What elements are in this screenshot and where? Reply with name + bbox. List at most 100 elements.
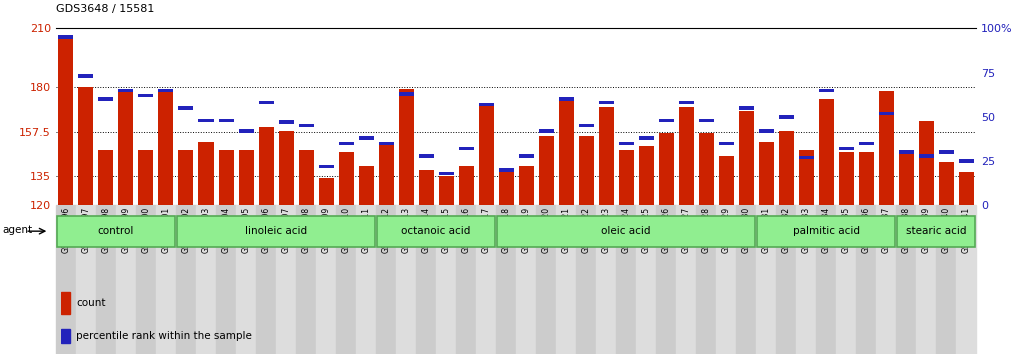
- Bar: [899, 150, 914, 154]
- Bar: [61, 292, 70, 314]
- FancyBboxPatch shape: [57, 216, 175, 247]
- Bar: [817, 205, 836, 354]
- Bar: [856, 205, 877, 354]
- Bar: [937, 205, 956, 354]
- Bar: [339, 142, 354, 145]
- Bar: [196, 205, 216, 354]
- Bar: [779, 131, 793, 205]
- Bar: [99, 150, 114, 205]
- FancyBboxPatch shape: [497, 216, 756, 247]
- Bar: [316, 205, 336, 354]
- Bar: [258, 127, 274, 205]
- Bar: [438, 176, 454, 205]
- Bar: [198, 119, 214, 122]
- Bar: [896, 205, 916, 354]
- Bar: [419, 170, 433, 205]
- Bar: [637, 205, 656, 354]
- Bar: [798, 156, 814, 159]
- Bar: [757, 205, 776, 354]
- Bar: [616, 205, 637, 354]
- Bar: [516, 205, 536, 354]
- Bar: [336, 205, 356, 354]
- Bar: [419, 154, 433, 158]
- Bar: [618, 150, 634, 205]
- Bar: [599, 107, 613, 205]
- Bar: [879, 112, 894, 115]
- Bar: [438, 172, 454, 175]
- Bar: [176, 205, 196, 354]
- Bar: [577, 205, 596, 354]
- Bar: [239, 150, 253, 205]
- Bar: [536, 205, 556, 354]
- Bar: [378, 142, 394, 205]
- Bar: [76, 205, 96, 354]
- Bar: [918, 121, 934, 205]
- Bar: [156, 205, 176, 354]
- Bar: [759, 142, 774, 205]
- Bar: [716, 205, 736, 354]
- Bar: [678, 107, 694, 205]
- Bar: [519, 154, 534, 158]
- Bar: [879, 91, 894, 205]
- Bar: [678, 101, 694, 104]
- Bar: [798, 150, 814, 205]
- Bar: [376, 205, 396, 354]
- Bar: [659, 119, 673, 122]
- Bar: [378, 142, 394, 145]
- Bar: [159, 91, 174, 205]
- Bar: [459, 147, 474, 150]
- Bar: [356, 205, 376, 354]
- Bar: [258, 101, 274, 104]
- Bar: [819, 88, 834, 92]
- Bar: [339, 152, 354, 205]
- Bar: [56, 205, 76, 354]
- Bar: [759, 129, 774, 133]
- FancyBboxPatch shape: [177, 216, 375, 247]
- Bar: [699, 119, 714, 122]
- Text: linoleic acid: linoleic acid: [245, 226, 307, 236]
- Bar: [236, 205, 256, 354]
- Bar: [359, 166, 373, 205]
- Bar: [699, 132, 714, 205]
- Bar: [639, 136, 654, 140]
- Bar: [436, 205, 456, 354]
- Bar: [918, 154, 934, 158]
- Bar: [639, 146, 654, 205]
- Bar: [959, 172, 974, 205]
- Bar: [738, 111, 754, 205]
- Bar: [299, 150, 313, 205]
- Text: palmitic acid: palmitic acid: [793, 226, 859, 236]
- Bar: [496, 205, 517, 354]
- Text: GDS3648 / 15581: GDS3648 / 15581: [56, 4, 155, 14]
- Text: stearic acid: stearic acid: [906, 226, 966, 236]
- Bar: [916, 205, 937, 354]
- Bar: [736, 205, 757, 354]
- Bar: [776, 205, 796, 354]
- Bar: [498, 168, 514, 172]
- Bar: [396, 205, 416, 354]
- Bar: [959, 159, 974, 163]
- Bar: [656, 205, 676, 354]
- Bar: [118, 88, 133, 92]
- Bar: [78, 74, 94, 78]
- Bar: [256, 205, 276, 354]
- Bar: [877, 205, 896, 354]
- Bar: [399, 92, 414, 96]
- Bar: [459, 166, 474, 205]
- Bar: [179, 150, 193, 205]
- Bar: [796, 205, 817, 354]
- Bar: [719, 156, 733, 205]
- Bar: [939, 162, 954, 205]
- Bar: [939, 150, 954, 154]
- Bar: [179, 106, 193, 110]
- Bar: [219, 119, 234, 122]
- Bar: [219, 150, 234, 205]
- Bar: [618, 142, 634, 145]
- Bar: [839, 147, 853, 150]
- Bar: [99, 97, 114, 101]
- Bar: [956, 205, 976, 354]
- Bar: [899, 150, 914, 205]
- Bar: [659, 132, 673, 205]
- Bar: [858, 152, 874, 205]
- Bar: [738, 106, 754, 110]
